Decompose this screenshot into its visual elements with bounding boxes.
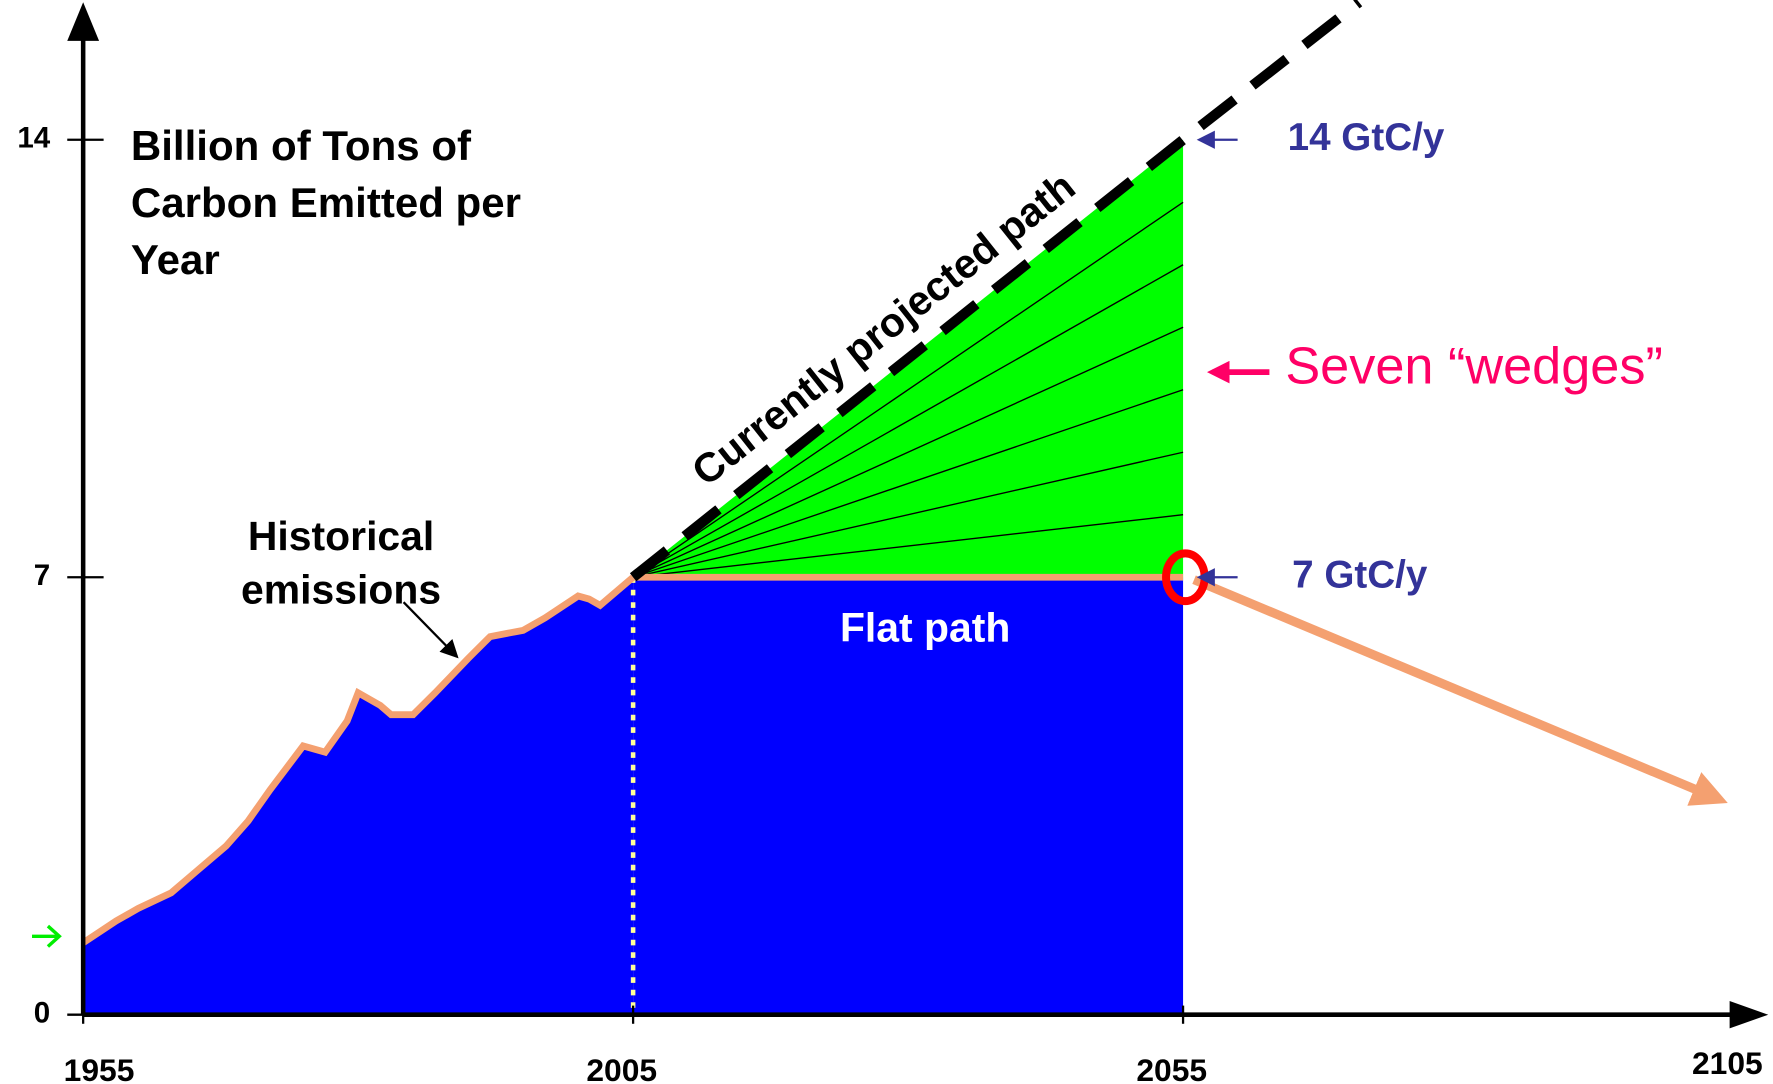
x-tick-label: 2055	[1136, 1052, 1207, 1084]
historical-area	[83, 577, 634, 1015]
annotation: 14 GtC/y	[1288, 116, 1445, 159]
y-axis-label: Billion of Tons of Carbon Emitted per Ye…	[130, 122, 521, 283]
y-tick-label: 7	[34, 559, 50, 592]
wedge-boundary	[632, 389, 1184, 578]
historical-line	[81, 574, 636, 946]
y-tick-label: 0	[34, 996, 50, 1029]
x-tick-label: 1955	[64, 1052, 135, 1084]
wedges-label: Seven “wedges”	[1285, 338, 1663, 396]
wedge-boundary	[633, 514, 1184, 578]
left-arrow	[32, 924, 62, 948]
wedge-boundary	[632, 451, 1184, 578]
historical-label: Historical emissions	[241, 512, 442, 613]
flat-area	[633, 577, 1184, 1015]
projected-line	[629, 0, 1363, 582]
x-axis-arrow	[1729, 1001, 1769, 1029]
y-axis-arrow	[67, 2, 100, 41]
flat-label: Flat path	[840, 604, 1010, 650]
x-tick-label: 2105	[1692, 1045, 1763, 1081]
wedge-boundary	[632, 326, 1184, 578]
historical-pointer	[402, 601, 459, 659]
decline-arrow	[1192, 575, 1728, 806]
x-tick-label: 2005	[586, 1052, 657, 1084]
historical-label-text: Historical emissions	[241, 512, 442, 613]
wedge-boundary	[632, 201, 1184, 578]
y-axis-label-text: Billion of Tons of Carbon Emitted per Ye…	[130, 122, 521, 283]
wedge-boundary	[632, 264, 1184, 578]
y-tick-label: 14	[17, 122, 50, 155]
annotation: 7 GtC/y	[1292, 553, 1428, 596]
